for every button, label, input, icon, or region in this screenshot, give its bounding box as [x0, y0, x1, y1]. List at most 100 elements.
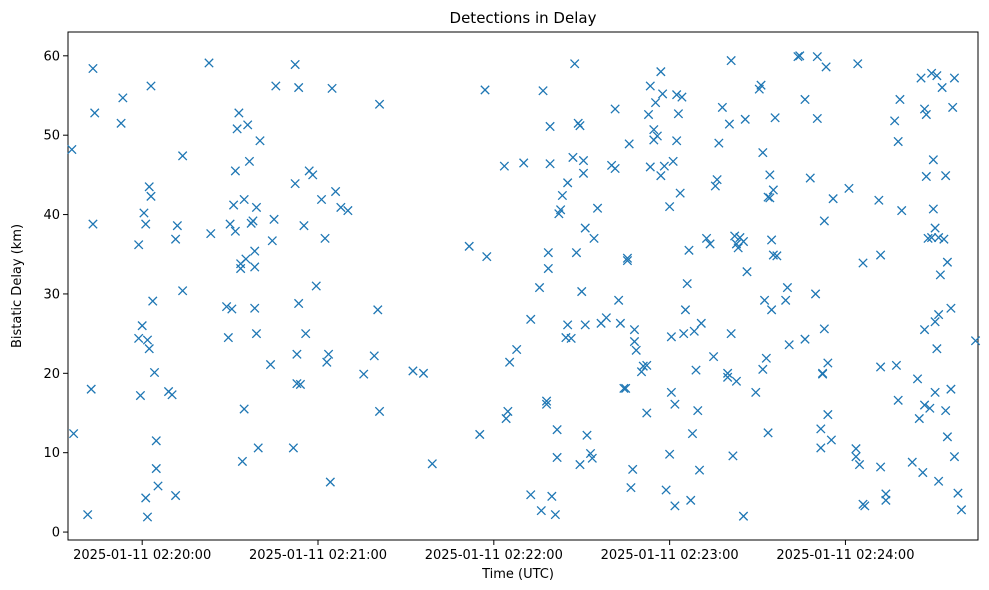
data-point: [826, 435, 837, 445]
data-point: [624, 139, 634, 149]
data-point: [336, 202, 346, 213]
data-point: [177, 286, 188, 296]
data-point: [812, 51, 822, 62]
data-point: [253, 443, 263, 453]
data-point: [677, 92, 687, 102]
data-point: [578, 168, 589, 178]
data-point: [816, 424, 826, 434]
data-point: [650, 97, 661, 108]
data-point: [373, 305, 383, 315]
data-point: [223, 332, 233, 343]
data-point: [772, 251, 782, 261]
data-point: [526, 490, 536, 500]
data-point: [701, 233, 712, 244]
data-point: [172, 221, 183, 231]
data-point: [582, 430, 592, 440]
data-point: [244, 156, 255, 167]
data-point: [645, 162, 655, 172]
data-point: [823, 409, 833, 420]
data-point: [768, 250, 779, 260]
y-tick-label: 40: [43, 208, 60, 223]
data-point: [874, 195, 884, 205]
data-point: [566, 333, 576, 344]
data-point: [656, 67, 666, 77]
data-point: [610, 163, 620, 174]
data-point: [250, 262, 260, 272]
data-point: [930, 387, 940, 398]
x-axis-ticks: 2025-01-11 02:20:00 2025-01-11 02:21:00 20…: [73, 540, 914, 563]
data-point: [142, 335, 153, 345]
data-point: [295, 379, 306, 390]
data-point: [895, 94, 905, 105]
data-point: [323, 349, 334, 359]
data-point: [225, 219, 235, 229]
data-point: [146, 81, 156, 91]
data-point: [770, 113, 780, 123]
data-point: [925, 403, 935, 413]
data-point: [805, 173, 815, 183]
data-point: [251, 202, 262, 213]
data-point: [652, 131, 662, 141]
data-point: [907, 457, 917, 467]
data-point: [686, 495, 696, 505]
data-point: [327, 83, 337, 94]
data-point: [710, 181, 720, 191]
data-point: [118, 93, 128, 103]
data-point: [374, 406, 385, 417]
data-point: [705, 239, 715, 249]
data-point: [714, 138, 724, 148]
data-point: [970, 336, 981, 346]
data-point: [88, 63, 98, 74]
data-point: [343, 205, 353, 216]
data-point: [937, 82, 947, 93]
data-point: [671, 90, 682, 100]
data-point: [144, 344, 154, 354]
data-point: [942, 432, 953, 442]
data-point: [921, 109, 931, 120]
data-point: [657, 89, 668, 99]
y-axis-ticks: 0 10 20 30 40 50 60: [43, 49, 68, 541]
data-point: [912, 374, 923, 384]
data-point: [875, 362, 886, 372]
chart-title: Detections in Delay: [450, 9, 597, 27]
data-point: [294, 298, 304, 309]
data-point: [689, 326, 699, 336]
data-point: [712, 174, 722, 185]
data-point: [167, 390, 177, 400]
data-point: [325, 477, 335, 487]
data-point: [538, 86, 548, 96]
data-point: [629, 336, 640, 347]
data-point: [543, 248, 553, 258]
data-point: [812, 113, 822, 124]
data-point: [687, 428, 698, 439]
data-point: [575, 121, 585, 131]
data-point: [897, 205, 907, 216]
data-point: [956, 505, 967, 515]
data-point: [265, 359, 276, 370]
data-point: [221, 301, 232, 312]
data-point: [935, 270, 946, 280]
data-point: [722, 368, 733, 378]
data-point: [933, 476, 944, 486]
data-point: [251, 328, 262, 339]
data-point: [512, 344, 522, 355]
data-point: [694, 465, 705, 475]
data-point: [724, 119, 735, 129]
data-point: [670, 501, 680, 511]
data-point: [928, 204, 939, 214]
data-point: [800, 94, 810, 105]
data-point: [292, 378, 302, 389]
data-point: [942, 257, 953, 267]
data-point: [730, 231, 740, 241]
data-point: [149, 367, 160, 378]
data-point: [642, 408, 652, 418]
data-point: [731, 376, 742, 386]
data-point: [239, 404, 249, 414]
data-point: [234, 108, 244, 118]
data-point: [763, 192, 773, 202]
data-point: [858, 258, 868, 268]
data-point: [761, 353, 771, 363]
data-point: [622, 253, 633, 263]
